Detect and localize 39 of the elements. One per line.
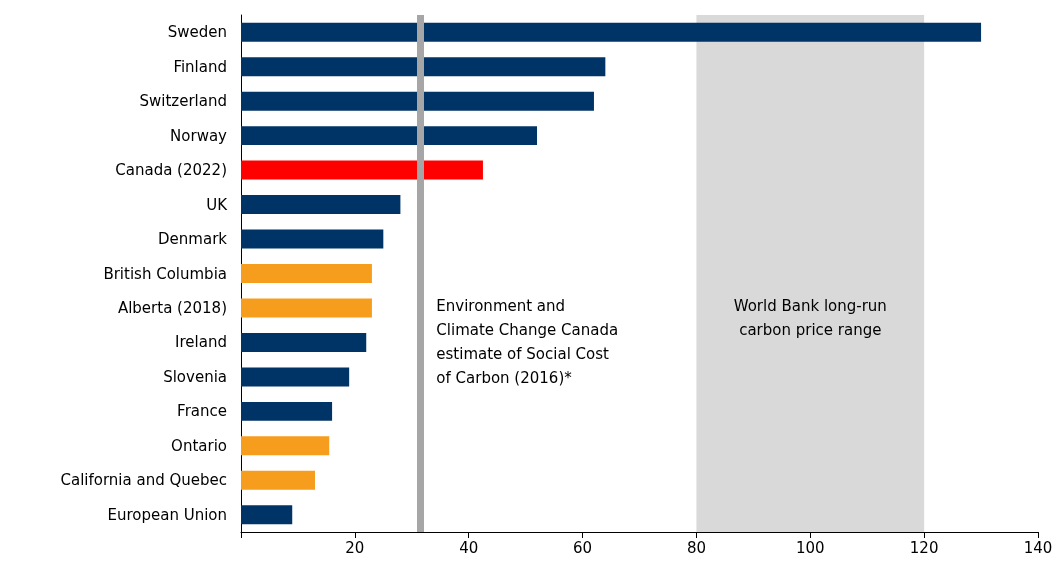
band-label: World Bank long-run carbon price range: [733, 296, 887, 339]
y-tick-label: British Columbia: [103, 264, 227, 283]
bar: [241, 91, 594, 111]
y-tick-label: Switzerland: [139, 92, 227, 111]
bar: [241, 57, 606, 77]
bar: [241, 436, 330, 456]
y-tick-label: Norway: [170, 126, 228, 145]
bar: [241, 470, 316, 490]
y-tick-label: Ontario: [171, 436, 227, 455]
y-tick-label: Denmark: [158, 230, 228, 249]
bar: [241, 298, 372, 318]
y-tick-label: UK: [206, 195, 229, 214]
x-tick-label: 40: [459, 538, 479, 557]
y-tick-label: France: [177, 402, 227, 421]
x-tick-label: 20: [345, 538, 365, 557]
y-tick-label: Finland: [173, 57, 227, 76]
bar: [241, 401, 333, 421]
y-tick-label: European Union: [107, 505, 227, 524]
bar: [241, 229, 384, 249]
bar: [241, 332, 367, 352]
y-tick-label: Slovenia: [163, 367, 227, 386]
x-tick-label: 60: [573, 538, 593, 557]
x-tick-label: 140: [1023, 538, 1053, 557]
y-tick-label: Sweden: [167, 23, 227, 42]
bar: [241, 264, 372, 283]
bar: [241, 126, 538, 146]
y-tick-label: California and Quebec: [60, 471, 227, 490]
ref-line-label: Environment and Climate Change Canada estimate of Social Cost of Carbon (2016)*: [436, 296, 619, 387]
bar: [241, 160, 483, 180]
y-tick-label: Canada (2022): [115, 161, 227, 180]
bar: [241, 367, 350, 387]
bar: [241, 505, 293, 525]
bar: [241, 22, 982, 42]
x-tick-label: 80: [686, 538, 706, 557]
y-tick-label: Ireland: [175, 333, 227, 352]
x-tick-label: 100: [795, 538, 825, 557]
bar: [241, 195, 401, 215]
x-tick-label: 120: [909, 538, 939, 557]
y-tick-label: Alberta (2018): [117, 298, 227, 317]
